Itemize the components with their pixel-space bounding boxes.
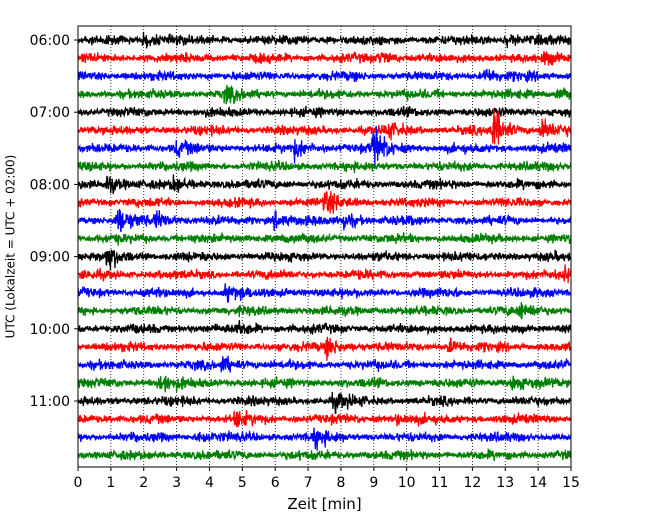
trace-0800	[77, 174, 572, 195]
y-tick-label: 08:00	[30, 177, 70, 193]
trace-0815	[77, 191, 572, 214]
plot-frame	[77, 25, 572, 468]
x-tick-label: 1	[106, 475, 115, 491]
trace-0730	[77, 126, 572, 165]
x-tick-label: 9	[369, 475, 378, 491]
y-tick-label: 11:00	[30, 394, 70, 410]
trace-0615	[77, 51, 572, 66]
x-tick-label: 13	[496, 475, 514, 491]
trace-1030	[77, 355, 572, 373]
x-axis: 0 1 2 3 4 5 6 7 8 9 10 11 12 13 14 15	[74, 467, 580, 491]
x-tick-label: 7	[304, 475, 313, 491]
y-axis-label: UTC (Lokalzeit = UTC + 02:00)	[4, 155, 18, 339]
x-tick-label: 10	[398, 475, 416, 491]
trace-1115	[77, 409, 572, 428]
x-tick-label: 4	[205, 475, 214, 491]
trace-0600	[77, 31, 572, 49]
x-tick-label: 15	[562, 475, 580, 491]
trace-0745	[77, 159, 572, 174]
x-tick-label: 8	[336, 475, 345, 491]
trace-0915	[77, 264, 572, 284]
y-tick-label: 06:00	[30, 33, 70, 49]
y-tick-label: 10:00	[30, 322, 70, 338]
trace-1100	[77, 391, 572, 415]
x-tick-label: 11	[431, 475, 449, 491]
x-tick-label: 2	[139, 475, 148, 491]
trace-0645	[77, 84, 572, 105]
x-tick-label: 3	[172, 475, 181, 491]
trace-0700	[77, 105, 572, 119]
x-tick-label: 5	[238, 475, 247, 491]
y-axis: 06:00 07:00 08:00 09:00 10:00 11:00	[30, 33, 78, 410]
x-tick-label: 0	[74, 475, 83, 491]
trace-0630	[77, 68, 572, 83]
y-tick-label: 07:00	[30, 105, 70, 121]
trace-1000	[77, 320, 572, 336]
x-tick-label: 14	[529, 475, 547, 491]
y-tick-label: 09:00	[30, 250, 70, 266]
trace-1045	[77, 375, 572, 393]
x-tick-label: 6	[271, 475, 280, 491]
trace-1130	[77, 427, 572, 451]
trace-1015	[77, 336, 572, 361]
x-tick-label: 12	[463, 475, 481, 491]
trace-0715	[77, 109, 572, 145]
trace-0930	[77, 283, 572, 303]
trace-0830	[77, 208, 572, 233]
trace-0845	[77, 232, 572, 246]
trace-0900	[77, 249, 572, 271]
trace-1145	[77, 447, 572, 462]
trace-0945	[77, 302, 572, 320]
trace-lines	[77, 31, 572, 462]
x-axis-label: Zeit [min]	[287, 495, 361, 513]
